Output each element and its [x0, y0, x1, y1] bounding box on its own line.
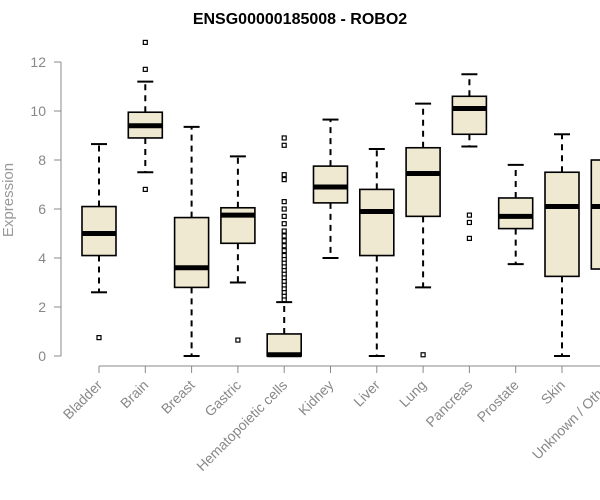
boxes-group — [81, 39, 600, 358]
box-10 — [544, 133, 580, 357]
outlier-point — [142, 39, 148, 46]
outlier-point — [420, 352, 426, 358]
box-7 — [405, 102, 441, 358]
outlier-point — [281, 233, 287, 239]
y-tick-label: 6 — [38, 201, 46, 217]
x-tick-label: Kidney — [295, 377, 337, 419]
y-tick-label: 2 — [38, 299, 46, 315]
box-2 — [173, 125, 210, 357]
x-tick-label: Bladder — [60, 377, 106, 423]
outlier-point — [281, 221, 287, 227]
outlier-point — [281, 206, 287, 212]
y-tick-label: 0 — [38, 348, 46, 364]
box-5 — [312, 118, 349, 259]
y-axis: 0 2 4 6 8 10 12 — [30, 54, 62, 364]
x-tick-label: Brain — [117, 377, 151, 411]
outlier-point — [142, 66, 148, 72]
box-0 — [81, 143, 117, 341]
outlier-point — [235, 337, 241, 343]
outlier-point — [281, 142, 287, 148]
outlier-point — [281, 177, 287, 183]
outlier-point — [281, 199, 287, 205]
x-tick-label: Prostate — [474, 377, 522, 425]
box-iqr — [451, 95, 488, 136]
box-iqr — [497, 197, 534, 230]
box-3 — [220, 155, 256, 343]
outlier-point — [281, 248, 287, 254]
x-tick-label: Pancreas — [422, 377, 475, 430]
outlier-point — [281, 243, 287, 249]
chart-title: ENSG00000185008 - ROBO2 — [193, 11, 407, 28]
box-4 — [266, 135, 303, 358]
box-11 — [590, 159, 600, 270]
x-tick-label: Skin — [538, 377, 569, 408]
x-tick-label: Lung — [396, 377, 429, 410]
x-tick-label: Liver — [350, 377, 383, 410]
outlier-point — [281, 228, 287, 234]
outlier-point — [96, 335, 102, 341]
box-6 — [358, 147, 395, 357]
box-8 — [451, 73, 488, 241]
box-1 — [127, 39, 164, 192]
box-iqr — [544, 171, 580, 278]
box-9 — [497, 163, 534, 266]
box-iqr — [405, 146, 441, 218]
outlier-point — [466, 235, 472, 241]
outlier-point — [281, 252, 287, 259]
outlier-point — [281, 213, 287, 219]
outlier-point — [466, 212, 472, 218]
box-iqr — [358, 188, 395, 257]
x-tick-label: Gastric — [201, 377, 244, 420]
y-tick-label: 8 — [38, 152, 46, 168]
box-iqr — [173, 216, 210, 289]
y-axis-label: Expression — [0, 163, 17, 237]
y-tick-label: 4 — [38, 250, 46, 266]
x-tick-label: Hematopoietic cells — [193, 377, 290, 474]
outlier-point — [281, 135, 287, 141]
outlier-point — [466, 219, 472, 226]
y-tick-label: 12 — [30, 54, 46, 70]
outlier-point — [142, 186, 148, 192]
x-tick-label: Breast — [158, 377, 198, 417]
outlier-point — [281, 238, 287, 244]
box-iqr — [590, 159, 600, 270]
y-tick-label: 10 — [30, 103, 46, 119]
outlier-point — [281, 172, 287, 178]
